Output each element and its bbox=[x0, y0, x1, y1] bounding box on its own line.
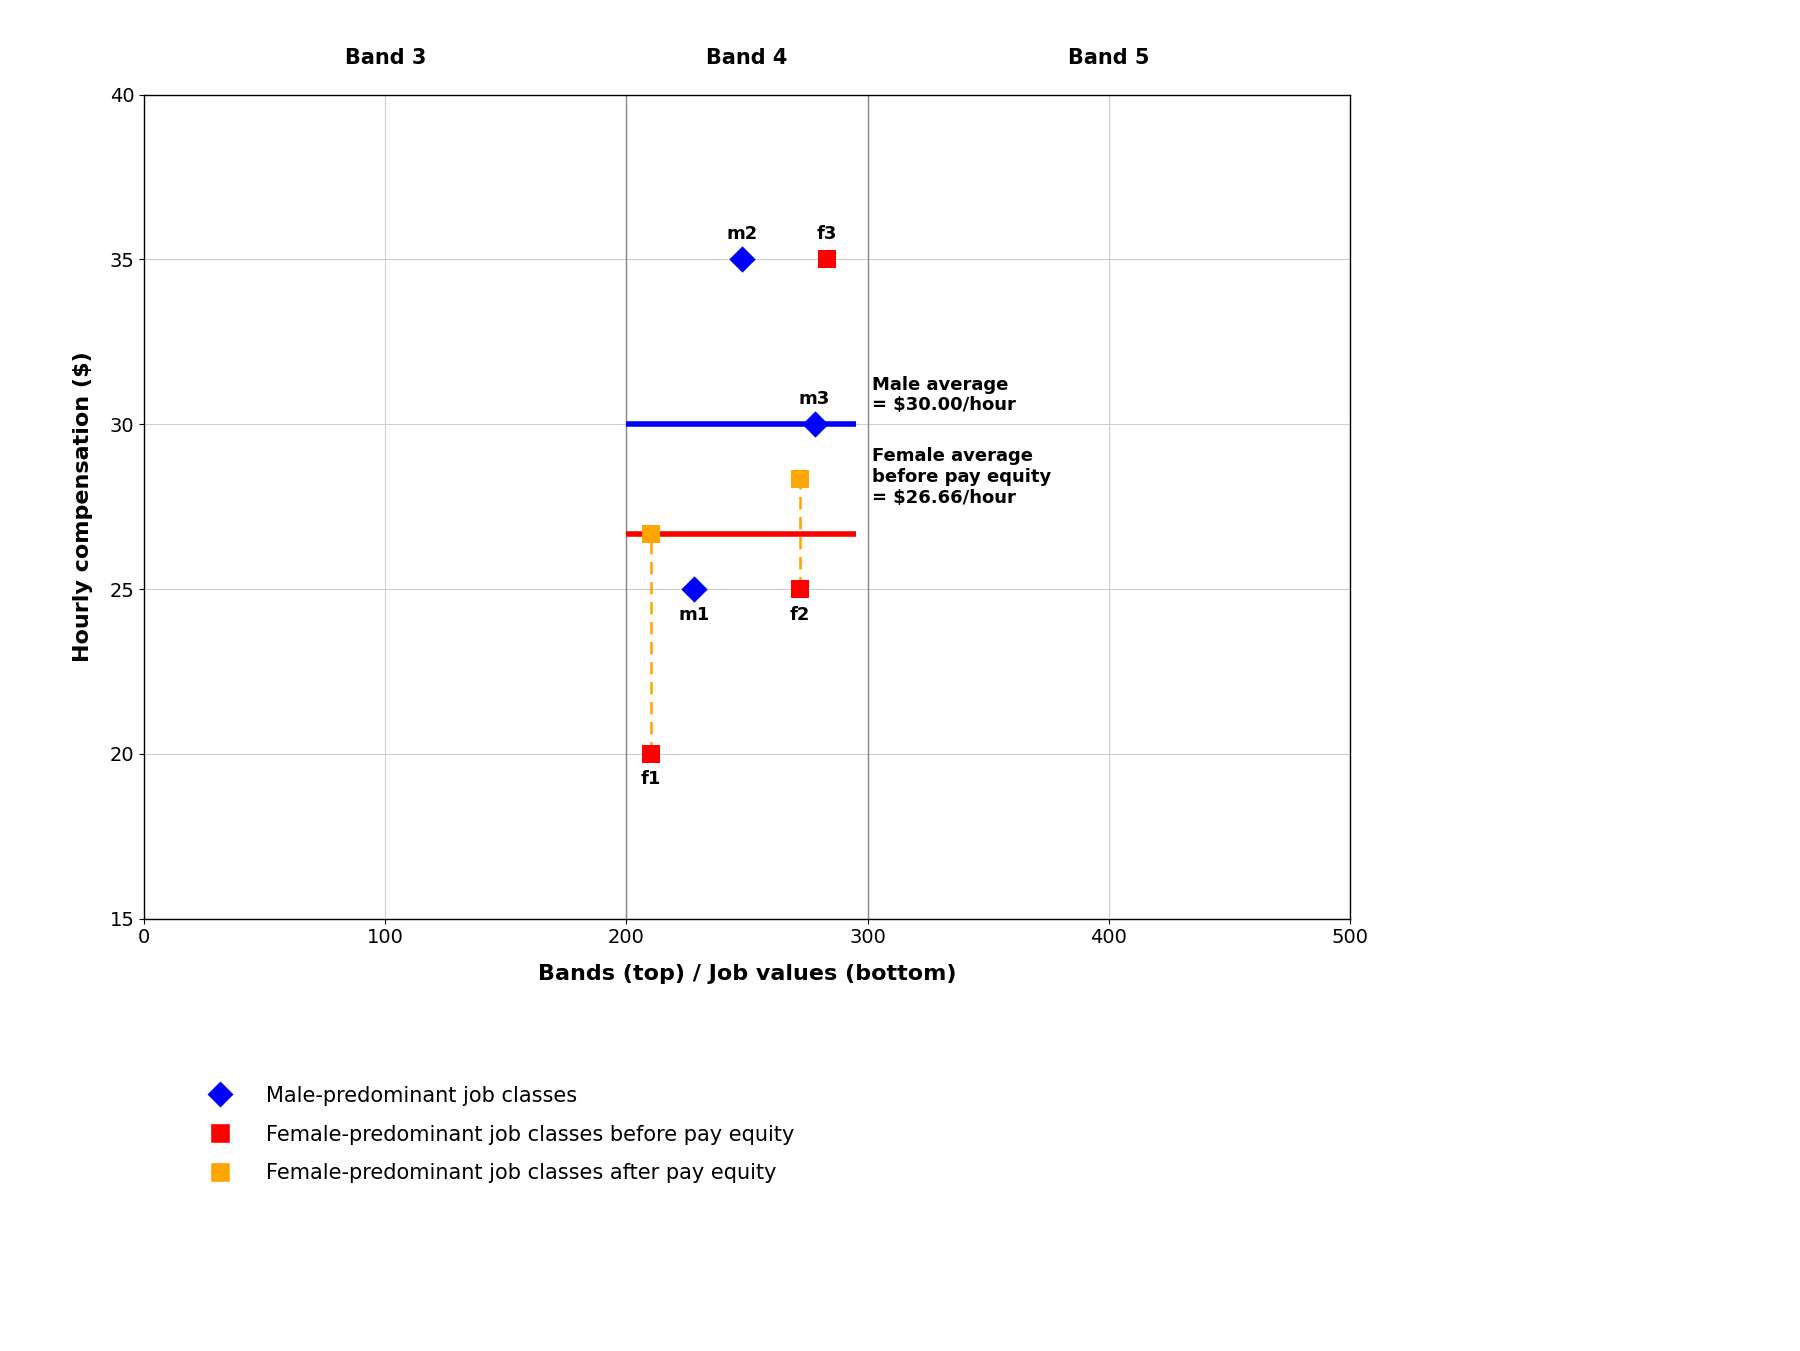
Legend: Male-predominant job classes, Female-predominant job classes before pay equity, : Male-predominant job classes, Female-pre… bbox=[191, 1078, 803, 1192]
Y-axis label: Hourly compensation ($): Hourly compensation ($) bbox=[72, 351, 94, 662]
Text: Male average
= $30.00/hour: Male average = $30.00/hour bbox=[873, 376, 1017, 415]
Point bbox=[635, 743, 664, 765]
Point bbox=[635, 523, 664, 544]
Point bbox=[680, 578, 709, 600]
Point bbox=[812, 249, 841, 270]
Text: Female average
before pay equity
= $26.66/hour: Female average before pay equity = $26.6… bbox=[873, 447, 1051, 507]
Text: m3: m3 bbox=[799, 389, 830, 408]
Text: f1: f1 bbox=[641, 770, 661, 789]
Point bbox=[785, 469, 814, 490]
Text: f2: f2 bbox=[790, 605, 810, 624]
X-axis label: Bands (top) / Job values (bottom): Bands (top) / Job values (bottom) bbox=[538, 965, 956, 984]
Point bbox=[727, 249, 756, 270]
Point bbox=[785, 578, 814, 600]
Text: Band 3: Band 3 bbox=[344, 49, 427, 68]
Text: m1: m1 bbox=[679, 605, 709, 624]
Text: f3: f3 bbox=[817, 224, 837, 243]
Text: Band 5: Band 5 bbox=[1067, 49, 1150, 68]
Text: Band 4: Band 4 bbox=[706, 49, 788, 68]
Point bbox=[801, 413, 830, 435]
Text: m2: m2 bbox=[727, 224, 758, 243]
